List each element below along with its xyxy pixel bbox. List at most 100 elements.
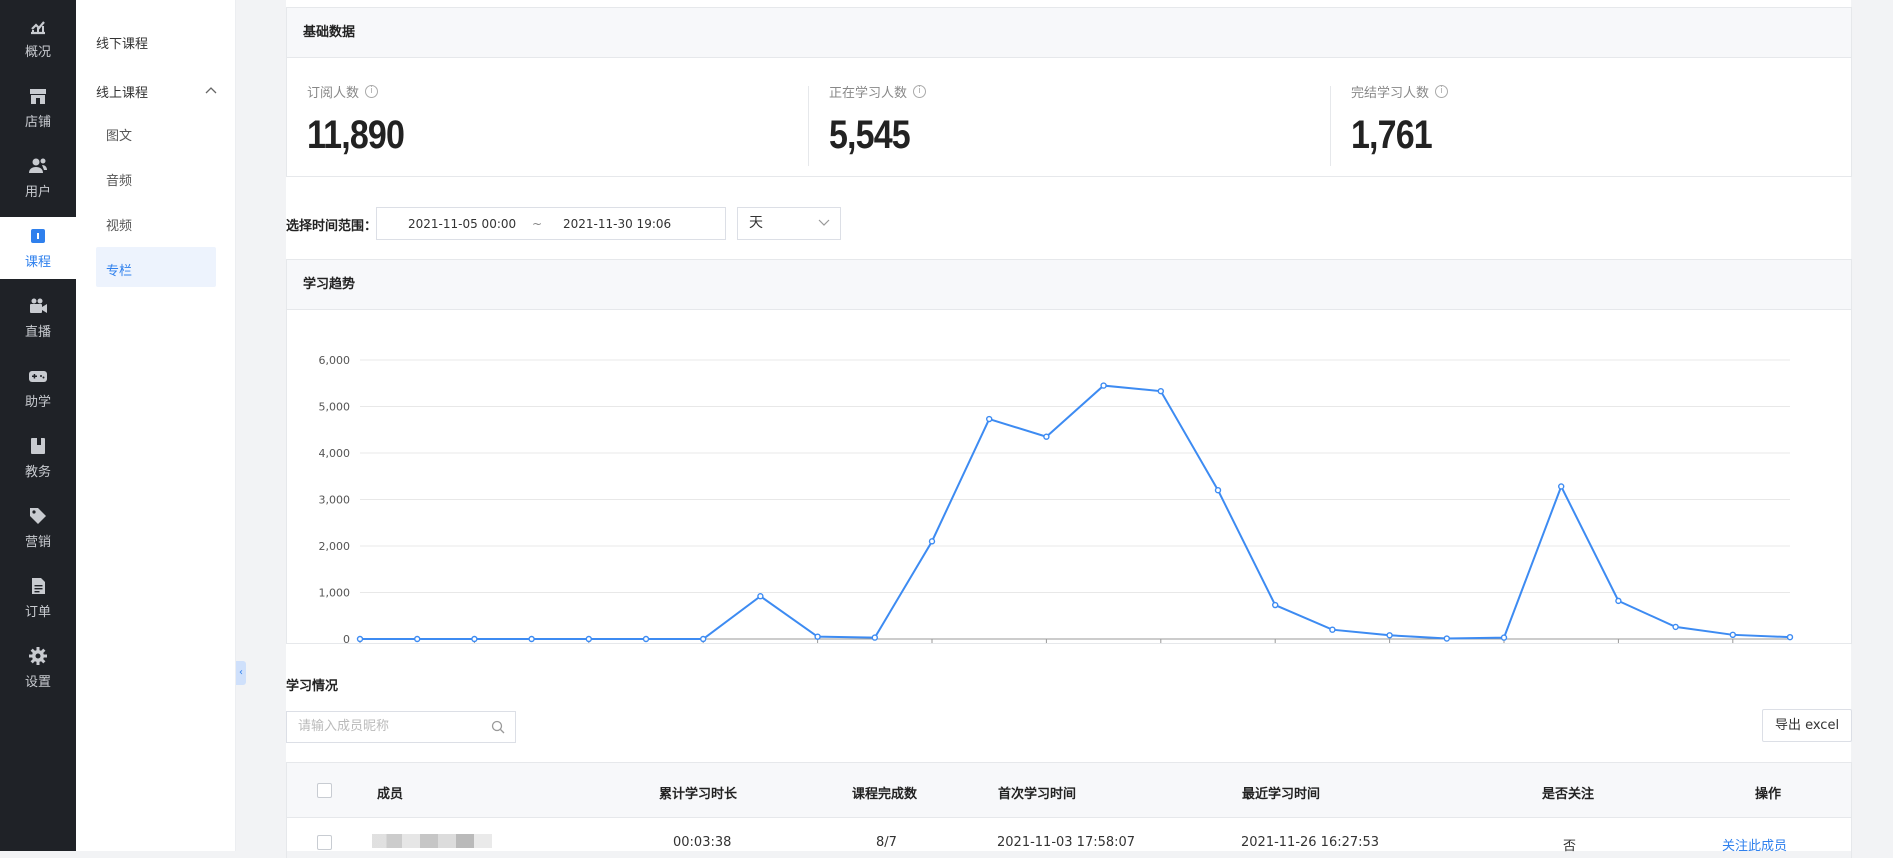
basic-data-title: 基础数据 (287, 8, 1851, 58)
nav-marketing[interactable]: 营销 (0, 497, 76, 559)
data-point[interactable] (1729, 631, 1737, 639)
submenu-online-courses[interactable]: 线上课程 (96, 86, 149, 101)
granularity-value: 天 (749, 215, 763, 231)
follow-member-link[interactable]: 关注此成员 (1722, 839, 1788, 854)
y-tick-label: 2,000 (319, 540, 351, 553)
stat-learning: 正在学习人数 i 5,545 (829, 82, 927, 158)
column-header[interactable]: 成员 (377, 787, 404, 802)
basic-data-card: 基础数据 订阅人数 i 11,890 正在学习人数 i 5,545 完结学习人数 i … (286, 7, 1852, 177)
gamepad-icon (29, 371, 47, 382)
submenu-item-column[interactable]: 专栏 (106, 264, 133, 279)
sub-menu (76, 0, 236, 851)
submenu-active-bg (96, 247, 216, 287)
nav-label: 助学 (24, 395, 51, 410)
table-header: 成员 累计学习时长 课程完成数 首次学习时间 最近学习时间 是否关注 操作 (286, 762, 1852, 818)
nav-label: 教务 (24, 465, 51, 480)
data-point[interactable] (1043, 433, 1050, 440)
store-icon (30, 89, 46, 104)
data-point[interactable] (1157, 387, 1164, 395)
data-point[interactable] (871, 634, 878, 641)
member-search-input[interactable]: 请输入成员昵称 (286, 711, 516, 743)
stat-subscribers: 订阅人数 i 11,890 (307, 82, 421, 158)
data-point[interactable] (1786, 633, 1794, 641)
submenu-item-article[interactable]: 图文 (106, 129, 133, 144)
submenu-item-video[interactable]: 视频 (106, 219, 133, 234)
cell-first-time: 2021-11-03 17:58:07 (997, 835, 1136, 850)
select-all-checkbox[interactable] (317, 783, 332, 798)
nav-label: 课程 (24, 255, 51, 270)
data-point[interactable] (356, 635, 364, 643)
info-icon[interactable]: i (1435, 85, 1449, 98)
stat-value: 1,761 (1351, 113, 1433, 157)
data-point[interactable] (1329, 626, 1336, 633)
nav-users[interactable]: 用户 (0, 147, 76, 209)
book-icon (31, 229, 45, 243)
data-point[interactable] (986, 415, 993, 423)
data-point[interactable] (757, 593, 764, 600)
date-range-picker[interactable]: 2021-11-05 00:00 ~ 2021-11-30 19:06 (376, 207, 726, 240)
nav-courses[interactable]: 课程 (0, 217, 76, 279)
nav-study-help[interactable]: 助学 (0, 357, 76, 419)
data-point[interactable] (814, 633, 821, 640)
data-point[interactable] (1615, 597, 1622, 605)
notebook-icon (31, 438, 45, 454)
collapse-sidebar-toggle[interactable]: ‹ (236, 661, 246, 685)
data-point[interactable] (528, 635, 535, 643)
nav-overview[interactable]: 概况 (0, 7, 76, 69)
data-point[interactable] (1443, 635, 1451, 642)
column-header[interactable]: 课程完成数 (852, 787, 918, 802)
nav-academic[interactable]: 教务 (0, 427, 76, 489)
y-tick-label: 0 (343, 633, 350, 643)
tag-icon (30, 508, 46, 524)
data-point[interactable] (1557, 483, 1565, 490)
data-point[interactable] (1214, 486, 1222, 494)
trend-card: 学习趋势 01,0002,0003,0004,0005,0006,0002021… (286, 259, 1852, 644)
data-point[interactable] (1500, 634, 1508, 641)
data-point[interactable] (928, 538, 936, 545)
cell-last-time: 2021-11-26 16:27:53 (1241, 835, 1380, 850)
data-point[interactable] (585, 635, 592, 643)
nav-label: 概况 (24, 45, 51, 60)
data-point[interactable] (1672, 623, 1679, 631)
row-checkbox[interactable] (317, 835, 332, 850)
data-point[interactable] (471, 635, 478, 643)
search-icon[interactable] (491, 720, 505, 734)
data-point[interactable] (1386, 632, 1393, 639)
granularity-select[interactable]: 天 (737, 207, 841, 240)
main-nav: 概况 店铺 用户 课程 直播 助学 教务 营销 订单 设置 (0, 0, 76, 851)
stat-value: 11,890 (307, 113, 405, 157)
column-header[interactable]: 最近学习时间 (1242, 787, 1321, 802)
nav-store[interactable]: 店铺 (0, 77, 76, 139)
info-icon[interactable]: i (913, 85, 927, 98)
nav-settings[interactable]: 设置 (0, 637, 76, 699)
data-point[interactable] (413, 635, 421, 643)
video-camera-icon (30, 298, 47, 313)
nav-label: 店铺 (24, 115, 51, 130)
nav-label: 直播 (24, 325, 51, 340)
submenu-offline-courses[interactable]: 线下课程 (96, 37, 149, 52)
column-header[interactable]: 操作 (1755, 787, 1782, 802)
submenu-item-audio[interactable]: 音频 (106, 174, 133, 189)
column-header[interactable]: 首次学习时间 (998, 787, 1077, 802)
chevron-up-icon[interactable] (205, 86, 217, 94)
export-excel-button[interactable]: 导出 excel (1762, 709, 1852, 742)
cell-duration: 00:03:38 (673, 835, 732, 850)
end-date[interactable]: 2021-11-30 19:06 (563, 217, 672, 231)
nav-live[interactable]: 直播 (0, 287, 76, 349)
nav-orders[interactable]: 订单 (0, 567, 76, 629)
y-tick-label: 1,000 (319, 587, 351, 600)
data-point[interactable] (1100, 382, 1107, 389)
data-point[interactable] (642, 635, 650, 643)
data-point[interactable] (700, 635, 707, 643)
column-header[interactable]: 累计学习时长 (659, 787, 738, 802)
divider (808, 86, 809, 166)
chart-up-icon (31, 21, 45, 35)
data-point[interactable] (1272, 601, 1279, 609)
start-date[interactable]: 2021-11-05 00:00 (408, 217, 517, 231)
users-icon (29, 158, 47, 173)
y-tick-label: 6,000 (319, 354, 351, 367)
info-icon[interactable]: i (365, 85, 379, 98)
column-header[interactable]: 是否关注 (1542, 787, 1595, 802)
stat-label: 正在学习人数 (829, 86, 908, 101)
nav-label: 订单 (24, 605, 51, 620)
